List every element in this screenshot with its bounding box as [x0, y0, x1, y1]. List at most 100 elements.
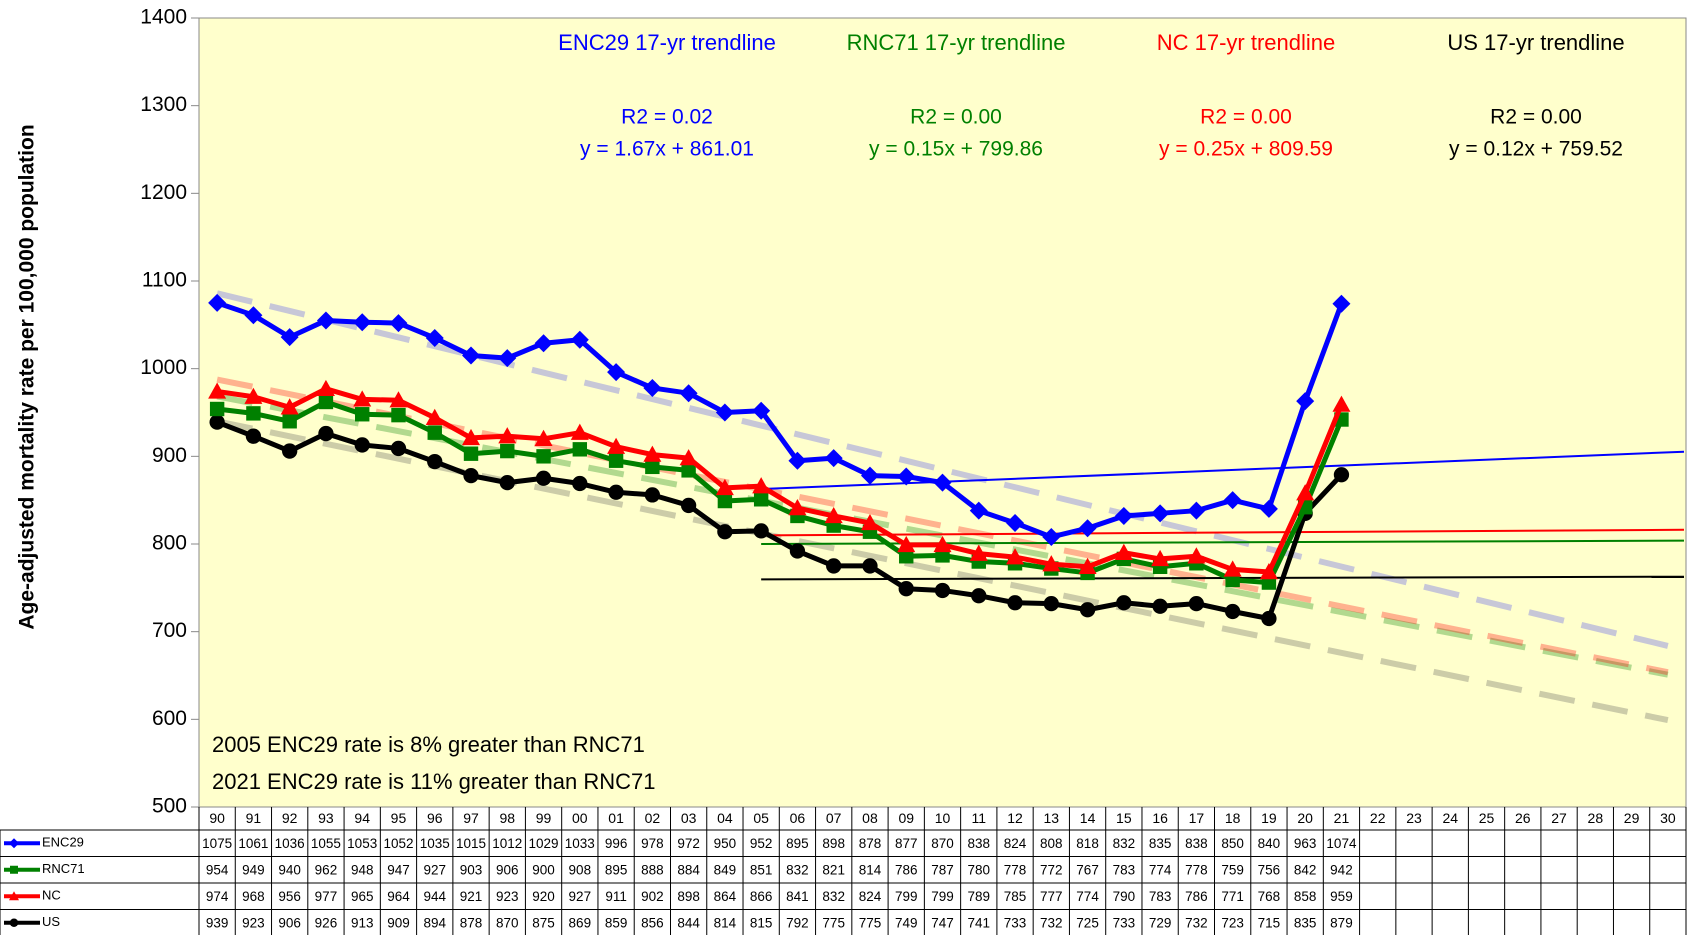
marker: [1223, 491, 1242, 510]
table-header: 09: [898, 810, 914, 826]
marker: [1042, 527, 1061, 546]
table-cell: 927: [569, 889, 592, 904]
table-cell: 835: [1149, 836, 1172, 851]
marker: [679, 384, 698, 403]
table-header: 24: [1442, 810, 1458, 826]
marker: [899, 549, 914, 564]
marker: [10, 865, 18, 874]
table-cell: 723: [1221, 915, 1244, 930]
marker: [643, 445, 662, 462]
marker: [244, 387, 263, 404]
table-cell: 725: [1076, 915, 1099, 930]
marker: [608, 453, 624, 468]
marker: [717, 493, 733, 509]
marker: [897, 535, 916, 553]
marker: [1114, 506, 1133, 525]
table-cell: 756: [1258, 862, 1281, 877]
table-header: 29: [1624, 810, 1640, 826]
marker: [535, 470, 552, 486]
table-cell: 767: [1076, 862, 1099, 877]
table-cell: 858: [1294, 889, 1317, 904]
marker: [498, 349, 517, 368]
table-cell: 1052: [383, 836, 413, 851]
table-header: 13: [1044, 810, 1060, 826]
marker: [608, 484, 624, 500]
marker: [607, 363, 626, 382]
table-cell: 814: [859, 862, 882, 877]
table-cell: 963: [1294, 836, 1317, 851]
table-cell: 838: [968, 836, 991, 851]
marker: [645, 459, 660, 475]
table-cell: 964: [387, 889, 410, 904]
table-cell: 783: [1149, 889, 1172, 904]
table-header: 02: [645, 810, 661, 826]
marker: [425, 328, 444, 347]
table-cell: 856: [641, 915, 664, 930]
table-header: 90: [209, 810, 225, 826]
table-cell: 875: [532, 915, 555, 930]
marker: [280, 398, 299, 415]
table-cell: 832: [822, 889, 845, 904]
marker: [717, 524, 733, 540]
marker: [969, 501, 988, 520]
y-tick-label: 1400: [140, 6, 187, 29]
table-cell: 902: [641, 889, 664, 904]
marker: [389, 391, 408, 408]
marker: [427, 425, 442, 440]
marker: [500, 443, 515, 459]
table-cell: 968: [242, 889, 265, 904]
table-header: 17: [1189, 810, 1205, 826]
table-cell: 959: [1330, 889, 1353, 904]
table-cell: 950: [714, 836, 737, 851]
table-cell: 814: [714, 915, 737, 930]
marker: [534, 429, 553, 446]
table-cell: 996: [605, 836, 628, 851]
marker: [427, 453, 443, 470]
marker: [644, 487, 661, 503]
table-cell: 898: [677, 889, 700, 904]
table-cell: 778: [1185, 862, 1208, 877]
table-header: 20: [1297, 810, 1313, 826]
table-cell: 956: [278, 889, 301, 904]
table-cell: 1035: [420, 836, 450, 851]
table-header: 92: [282, 810, 298, 826]
table-cell: 926: [315, 915, 338, 930]
marker: [1116, 595, 1132, 611]
table-header: 99: [536, 810, 552, 826]
marker: [1187, 501, 1206, 520]
table-cell: 906: [496, 862, 519, 877]
table-cell: 923: [496, 889, 519, 904]
table-cell: 808: [1040, 836, 1063, 851]
marker: [463, 467, 479, 484]
marker: [1152, 598, 1168, 614]
table-cell: 894: [423, 915, 446, 930]
marker: [534, 334, 553, 353]
table-header: 93: [318, 810, 334, 826]
table-cell: 1029: [529, 836, 559, 851]
table-cell: 732: [1040, 915, 1063, 930]
table-cell: 911: [605, 889, 627, 904]
marker: [463, 446, 479, 461]
marker: [680, 497, 697, 514]
marker: [536, 449, 551, 464]
table-cell: 851: [750, 862, 773, 877]
table-header: 91: [246, 810, 262, 826]
table-cell: 787: [931, 862, 954, 877]
marker: [1259, 499, 1278, 518]
table-cell: 927: [423, 862, 446, 877]
table-cell: 842: [1294, 862, 1317, 877]
table-cell: 978: [641, 836, 664, 851]
table-cell: 768: [1258, 889, 1281, 904]
marker: [860, 513, 879, 531]
table-cell: 772: [1040, 862, 1063, 877]
marker: [862, 558, 878, 574]
table-header: 26: [1515, 810, 1531, 826]
table-cell: 866: [750, 889, 773, 904]
table-header: 11: [971, 810, 986, 826]
table-header: 27: [1551, 810, 1567, 826]
trendline-r2: R2 = 0.00: [1490, 106, 1582, 129]
marker: [933, 535, 952, 553]
marker: [244, 306, 263, 325]
y-tick-label: 1100: [142, 269, 187, 292]
table-cell: 841: [786, 889, 809, 904]
